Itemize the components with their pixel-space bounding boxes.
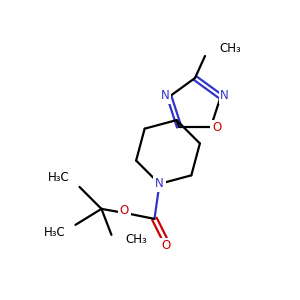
Text: N: N (155, 177, 164, 190)
Text: H₃C: H₃C (44, 226, 65, 239)
Text: CH₃: CH₃ (125, 233, 147, 246)
Text: O: O (162, 239, 171, 252)
Text: H₃C: H₃C (48, 171, 70, 184)
Text: O: O (120, 204, 129, 218)
Text: N: N (161, 89, 170, 102)
Text: CH₃: CH₃ (219, 41, 241, 55)
Text: N: N (220, 89, 229, 102)
Text: O: O (212, 121, 221, 134)
